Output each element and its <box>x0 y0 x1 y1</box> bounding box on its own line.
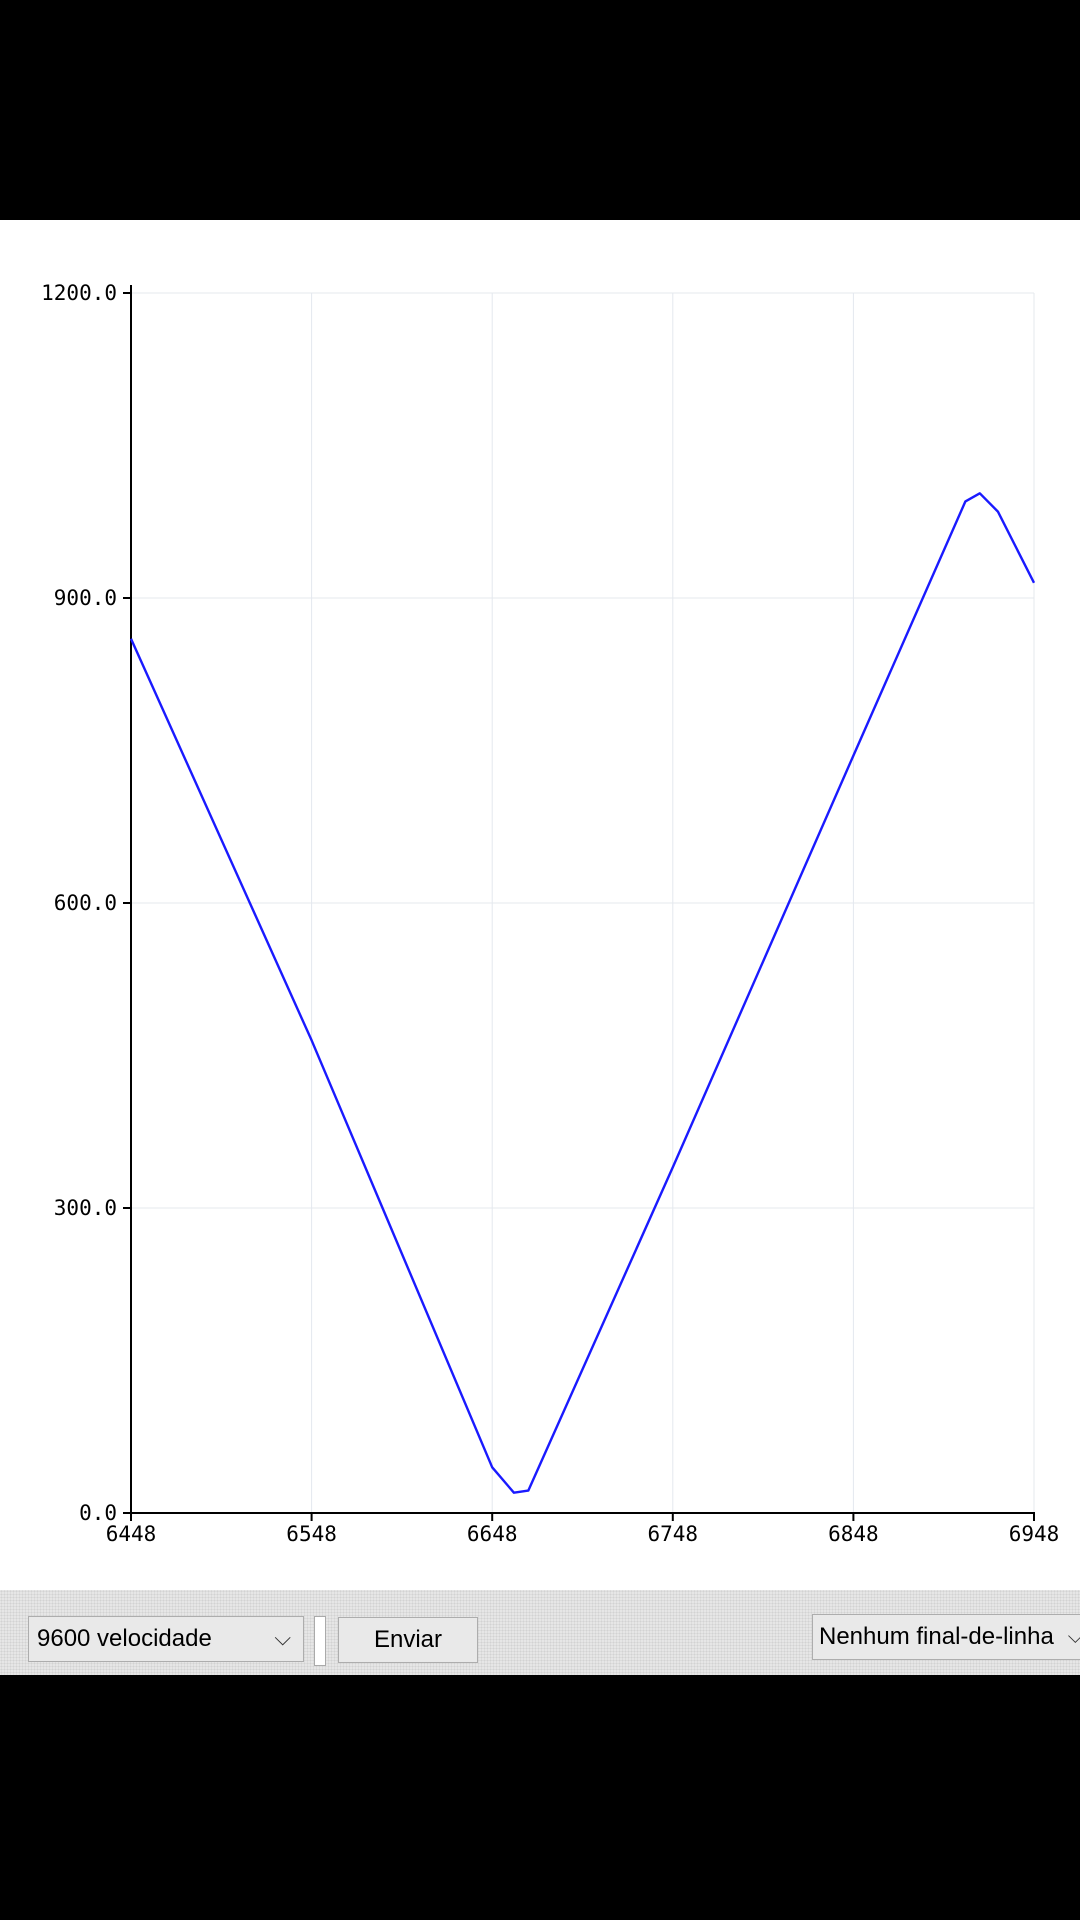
y-tick-label: 600.0 <box>54 891 117 915</box>
y-tick-label: 900.0 <box>54 586 117 610</box>
toolbar-input-field[interactable] <box>314 1616 326 1666</box>
plot-area: 0.0 300.0 600.0 900.0 1200.0 6448 6548 6648 6748… <box>0 220 1080 1590</box>
x-tick-label: 6948 <box>1009 1522 1060 1546</box>
line-ending-label: Nenhum final-de-linha <box>819 1623 1054 1650</box>
send-button[interactable]: Enviar <box>338 1617 478 1663</box>
line-chart: 0.0 300.0 600.0 900.0 1200.0 6448 6548 6648 6748… <box>41 281 1060 1546</box>
x-tick-label: 6648 <box>467 1522 518 1546</box>
chevron-down-icon: ⌵ <box>274 1625 291 1650</box>
baud-rate-label: 9600 velocidade <box>37 1625 212 1652</box>
x-tick-label: 6848 <box>828 1522 879 1546</box>
x-tick-label: 6748 <box>648 1522 699 1546</box>
baud-rate-select[interactable]: 9600 velocidade ⌵ <box>28 1616 304 1662</box>
x-tick-label: 6548 <box>286 1522 337 1546</box>
y-tick-label: 1200.0 <box>41 281 117 305</box>
x-tick-label: 6448 <box>106 1522 157 1546</box>
y-tick-label: 300.0 <box>54 1196 117 1220</box>
serial-plotter-window: 0.0 300.0 600.0 900.0 1200.0 6448 6548 6648 6748… <box>0 220 1080 1675</box>
y-tick-label: 0.0 <box>79 1501 117 1525</box>
line-ending-select[interactable]: Nenhum final-de-linha ⌵ <box>812 1614 1080 1660</box>
bottom-toolbar: 9600 velocidade ⌵ Enviar Nenhum final-de… <box>0 1590 1080 1675</box>
send-button-label: Enviar <box>373 1626 443 1653</box>
chevron-down-icon: ⌵ <box>1067 1625 1080 1648</box>
series-line <box>129 492 1036 1494</box>
